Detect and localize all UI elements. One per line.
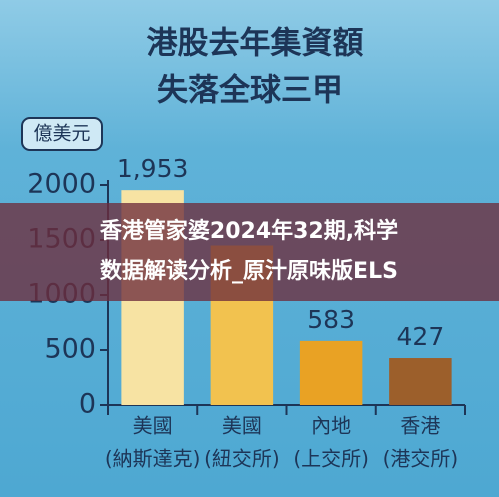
- x-tick-label: 內地: [311, 414, 351, 438]
- x-tick-label: 美國: [222, 414, 262, 438]
- overlay-banner: [0, 203, 499, 301]
- chart-title: 港股去年集資額: [147, 26, 364, 62]
- x-tick-sublabel: (納斯達克): [105, 447, 201, 471]
- overlay-text: 数据解读分析_原汁原味版ELS: [100, 258, 398, 284]
- unit-box: [21, 117, 103, 151]
- value-label: 427: [397, 322, 445, 351]
- x-tick-sublabel: (紐交所): [204, 447, 280, 471]
- x-tick-sublabel: (港交所): [383, 447, 459, 471]
- value-label: 583: [307, 305, 355, 334]
- bar: [389, 358, 452, 405]
- x-tick-sublabel: (上交所): [293, 447, 369, 471]
- overlay-text: 香港管家婆2024年32期,科学: [100, 218, 398, 244]
- y-tick-label: 500: [44, 334, 96, 365]
- y-tick-label: 0: [79, 389, 96, 420]
- value-label: 1,953: [117, 154, 189, 183]
- x-tick-label: 美國: [133, 414, 173, 438]
- y-axis-label: 億美元: [33, 123, 90, 145]
- y-tick-label: 2000: [27, 169, 96, 200]
- bar: [299, 340, 363, 405]
- chart-title: 失落全球三甲: [157, 73, 343, 109]
- x-tick-label: 香港: [400, 414, 440, 438]
